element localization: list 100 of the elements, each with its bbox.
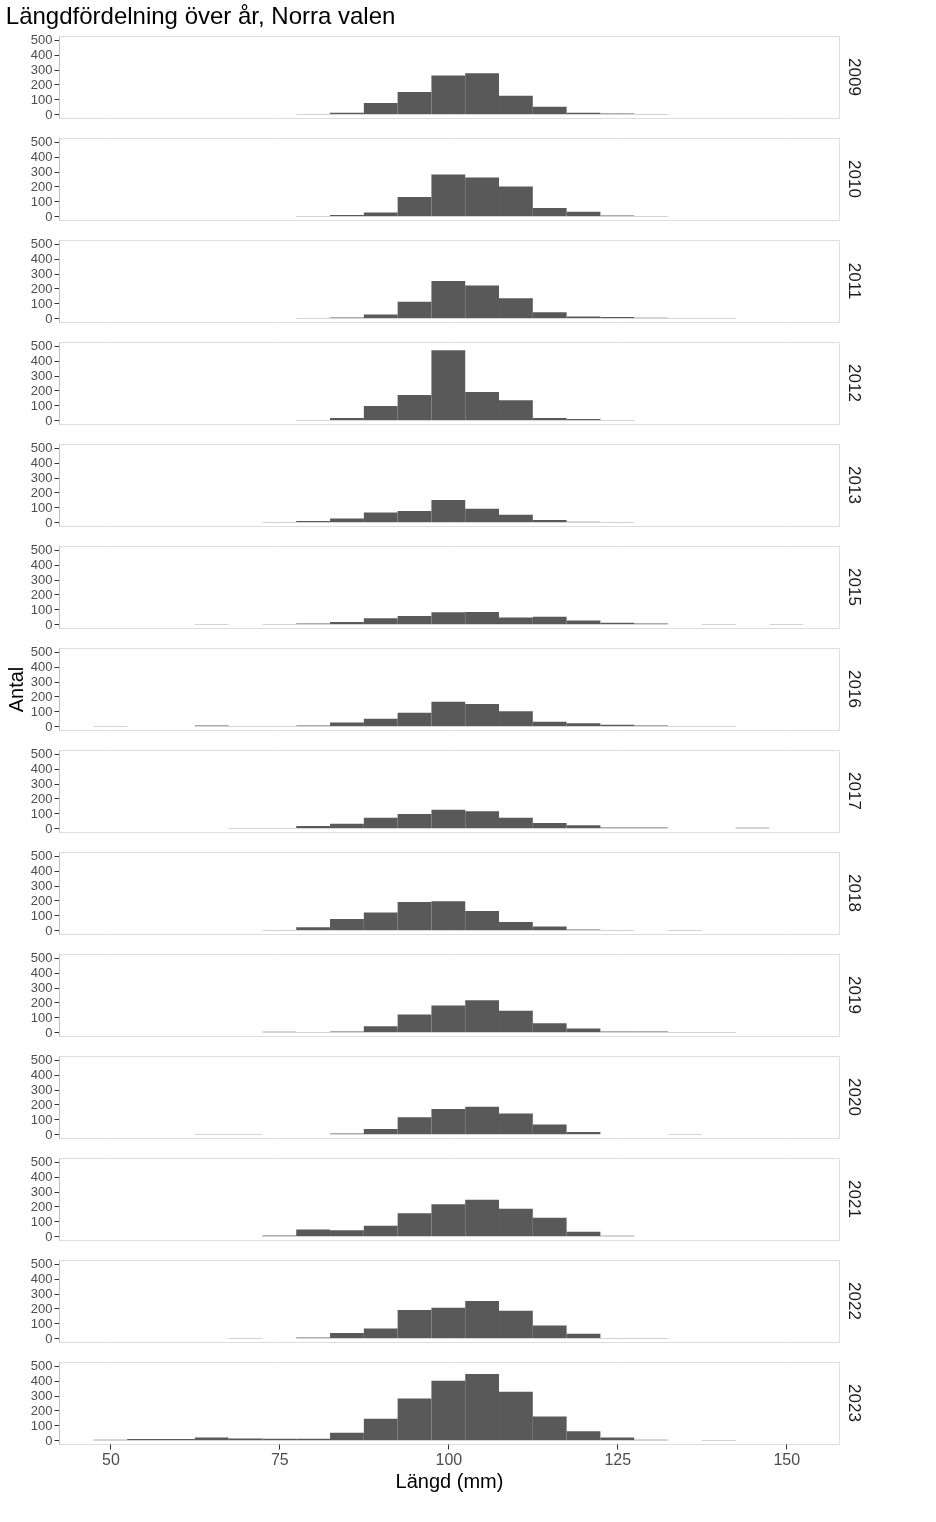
y-tick-label: 0 (45, 820, 53, 836)
y-tick-label: 500 (30, 848, 53, 864)
y-tick-label: 400 (30, 965, 53, 981)
y-tick-label: 200 (30, 1096, 53, 1112)
y-tick-label: 300 (30, 1388, 53, 1404)
y-tick-label: 100 (30, 1417, 53, 1433)
y-tick-label: 100 (30, 397, 53, 413)
y-tick-label: 100 (30, 1009, 53, 1025)
text: 2010 (845, 160, 864, 198)
x-axis-title: Längd (mm) (395, 1469, 504, 1492)
y-tick-label: 200 (30, 1402, 53, 1418)
y-tick-label: 100 (30, 805, 53, 821)
y-tick-label: 100 (30, 907, 53, 923)
y-tick-label: 0 (45, 208, 53, 224)
y-tick-label: 0 (45, 1330, 53, 1346)
y-tick-label: 0 (45, 310, 53, 326)
y-tick-label: 100 (30, 703, 53, 719)
y-tick-label: 200 (30, 1300, 53, 1316)
y-tick-label: 400 (30, 353, 53, 369)
y-tick-label: 200 (30, 790, 53, 806)
y-tick-label: 300 (30, 572, 53, 588)
y-tick-label: 400 (30, 659, 53, 675)
y-tick-label: 400 (30, 863, 53, 879)
y-tick-label: 300 (30, 266, 53, 282)
y-tick-label: 100 (30, 295, 53, 311)
y-axis-title: Antal (4, 666, 27, 713)
y-tick-label: 500 (30, 542, 53, 558)
y-tick-label: 0 (45, 412, 53, 428)
y-tick-label: 200 (30, 586, 53, 602)
text: 2018 (845, 874, 864, 912)
text: 2009 (845, 58, 864, 96)
y-tick-label: 200 (30, 994, 53, 1010)
y-tick-label: 100 (30, 91, 53, 107)
y-tick-label: 500 (30, 644, 53, 660)
y-tick-label: 300 (30, 470, 53, 486)
y-tick-label: 500 (30, 1052, 53, 1068)
y-tick-label: 0 (45, 718, 53, 734)
y-tick-label: 300 (30, 980, 53, 996)
y-tick-label: 0 (45, 106, 53, 122)
y-tick-label: 0 (45, 922, 53, 938)
y-tick-label: 400 (30, 1169, 53, 1185)
y-tick-label: 200 (30, 76, 53, 92)
y-tick-label: 400 (30, 455, 53, 471)
y-tick-label: 500 (30, 32, 53, 48)
text: 2017 (845, 772, 864, 810)
y-tick-label: 0 (45, 1126, 53, 1142)
y-tick-label: 400 (30, 251, 53, 267)
chart-title: Längdfördelning över år, Norra valen (5, 2, 396, 30)
y-tick-label: 100 (30, 1315, 53, 1331)
y-tick-label: 100 (30, 1213, 53, 1229)
y-tick-label: 400 (30, 1373, 53, 1389)
y-tick-label: 0 (45, 1024, 53, 1040)
y-tick-label: 100 (30, 601, 53, 617)
y-tick-label: 0 (45, 1432, 53, 1448)
y-tick-label: 400 (30, 47, 53, 63)
text: 2021 (845, 1180, 864, 1218)
text: 2012 (845, 364, 864, 402)
y-tick-label: 300 (30, 62, 53, 78)
y-tick-label: 500 (30, 236, 53, 252)
y-tick-label: 0 (45, 616, 53, 632)
y-tick-label: 200 (30, 892, 53, 908)
x-tick-label: 75 (270, 1450, 289, 1468)
y-tick-label: 200 (30, 1198, 53, 1214)
y-tick-label: 300 (30, 776, 53, 792)
y-tick-label: 300 (30, 1286, 53, 1302)
y-tick-label: 400 (30, 761, 53, 777)
text: 2016 (845, 670, 864, 708)
y-tick-label: 300 (30, 1184, 53, 1200)
text: 2020 (845, 1078, 864, 1116)
y-tick-label: 100 (30, 1111, 53, 1127)
y-tick-label: 300 (30, 878, 53, 894)
y-tick-label: 300 (30, 1082, 53, 1098)
x-tick-label: 150 (773, 1450, 801, 1468)
text: 2019 (845, 976, 864, 1014)
text: 2013 (845, 466, 864, 504)
y-tick-label: 200 (30, 280, 53, 296)
y-tick-label: 500 (30, 746, 53, 762)
y-tick-label: 0 (45, 1228, 53, 1244)
y-tick-label: 100 (30, 499, 53, 515)
y-tick-label: 500 (30, 1256, 53, 1272)
y-tick-label: 400 (30, 149, 53, 165)
y-tick-label: 300 (30, 368, 53, 384)
y-tick-label: 400 (30, 1067, 53, 1083)
y-tick-label: 0 (45, 514, 53, 530)
x-tick-label: 125 (604, 1450, 632, 1468)
y-tick-label: 500 (30, 950, 53, 966)
y-tick-label: 400 (30, 1271, 53, 1287)
y-tick-label: 500 (30, 1154, 53, 1170)
y-tick-label: 100 (30, 193, 53, 209)
y-tick-label: 300 (30, 674, 53, 690)
y-tick-label: 500 (30, 1358, 53, 1374)
y-tick-label: 400 (30, 557, 53, 573)
x-tick-label: 50 (101, 1450, 120, 1468)
text: 2022 (845, 1282, 864, 1320)
y-tick-label: 200 (30, 382, 53, 398)
y-tick-label: 200 (30, 484, 53, 500)
x-tick-label: 100 (435, 1450, 463, 1468)
text: 2023 (845, 1384, 864, 1422)
y-tick-label: 200 (30, 688, 53, 704)
y-tick-label: 300 (30, 164, 53, 180)
